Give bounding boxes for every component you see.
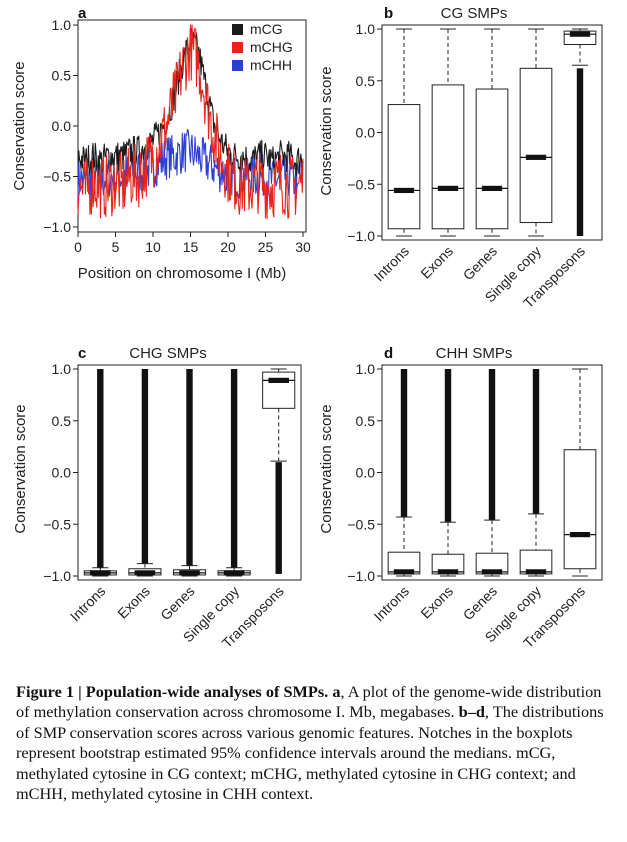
- outlier-band: [532, 369, 540, 514]
- box-body: [431, 84, 465, 230]
- box-genes: Genes: [460, 369, 509, 623]
- panel-a-xlabel: Position on chromosome I (Mb): [78, 265, 286, 282]
- box-body: [563, 449, 597, 570]
- y-tick-label: −1.0: [43, 219, 71, 235]
- y-tick-label: −0.5: [43, 516, 71, 532]
- legend-swatch-mCHH: [232, 60, 243, 71]
- box-introns: Introns: [371, 369, 421, 625]
- x-tick-label: 5: [112, 239, 120, 255]
- figure: a 1.0 0.5 0.0 −0.5 −1.0 0 5 10 15 20 25 30 Conserv…: [11, 5, 603, 651]
- caption-a-text: , A plot of the genome-wide distribution…: [16, 682, 602, 722]
- caption-bd-letters: b–d: [458, 702, 485, 722]
- panel-d-letter: d: [384, 345, 393, 362]
- x-tick-label: 15: [183, 239, 199, 255]
- panel-a-y-axis: 1.0 0.5 0.0 −0.5 −1.0: [43, 17, 78, 235]
- y-tick-label: −1.0: [347, 568, 375, 584]
- panel-a-legend: mCG mCHG mCHH: [232, 21, 293, 73]
- caption-heading: Population-wide analyses of SMPs.: [85, 682, 329, 701]
- y-tick-label: −0.5: [347, 176, 375, 192]
- panel-a-x-axis: 0 5 10 15 20 25 30: [74, 232, 311, 255]
- y-tick-label: 0.0: [52, 465, 72, 481]
- legend-label-mCG: mCG: [250, 21, 283, 37]
- outlier-band: [230, 369, 238, 568]
- x-category-label: Genes: [157, 583, 197, 623]
- y-tick-label: 0.0: [356, 125, 376, 141]
- box-exons: Exons: [417, 369, 465, 622]
- y-tick-label: 0.5: [356, 73, 376, 89]
- x-tick-label: 25: [258, 239, 274, 255]
- x-tick-label: 20: [220, 239, 236, 255]
- y-tick-label: −1.0: [43, 568, 71, 584]
- caption-bd-text: , The distributions of SMP conservation …: [16, 702, 604, 804]
- panel-c: c CHG SMPs Conservation score 1.0 0.5 0.0 −…: [12, 345, 302, 651]
- legend-swatch-mCHG: [232, 42, 243, 53]
- x-category-label: Introns: [371, 243, 413, 285]
- box-genes: Genes: [157, 369, 207, 623]
- x-tick-label: 0: [74, 239, 82, 255]
- y-tick-label: 0.0: [356, 465, 376, 481]
- panel-b: b CG SMPs Conservation score 1.0 0.5 0.0 −0…: [318, 5, 603, 311]
- outlier-band: [186, 369, 193, 566]
- outlier-band: [141, 369, 149, 564]
- outlier-band: [275, 462, 282, 574]
- box-introns: Introns: [371, 28, 421, 285]
- outlier-band: [97, 369, 104, 568]
- series-line-mCHG: [77, 24, 304, 220]
- x-category-label: Introns: [67, 583, 109, 625]
- x-tick-label: 30: [295, 239, 311, 255]
- x-category-label: Exons: [417, 583, 456, 622]
- x-category-label: Genes: [460, 583, 500, 623]
- panel-a-ylabel: Conservation score: [11, 61, 28, 190]
- legend-label-mCHG: mCHG: [250, 39, 293, 55]
- outlier-band: [400, 369, 408, 518]
- box-body: [387, 104, 421, 230]
- outlier-band: [488, 369, 496, 521]
- box-introns: Introns: [67, 369, 117, 624]
- y-tick-label: 1.0: [356, 21, 376, 37]
- panel-c-ylabel: Conservation score: [12, 404, 29, 533]
- y-tick-label: 0.5: [356, 413, 376, 429]
- panel-d: d CHH SMPs Conservation score 1.0 0.5 0.0 −…: [318, 345, 603, 651]
- x-category-label: Introns: [371, 583, 413, 625]
- caption-a-letter: a: [332, 682, 341, 701]
- y-tick-label: 1.0: [356, 361, 376, 377]
- panel-b-ylabel: Conservation score: [318, 66, 335, 195]
- box-exons: Exons: [417, 28, 465, 282]
- box-transposons: Transposons: [219, 368, 296, 651]
- legend-label-mCHH: mCHH: [250, 57, 292, 73]
- figure-caption: Figure 1 | Population-wide analyses of S…: [16, 682, 616, 805]
- y-tick-label: −1.0: [347, 228, 375, 244]
- box-body: [475, 88, 509, 230]
- panel-c-title: CHG SMPs: [129, 345, 207, 362]
- y-tick-label: 0.5: [52, 413, 72, 429]
- box-body: [519, 67, 553, 224]
- panel-a: a 1.0 0.5 0.0 −0.5 −1.0 0 5 10 15 20 25 30 Conserv…: [11, 5, 311, 282]
- y-tick-label: −0.5: [43, 168, 71, 184]
- x-category-label: Exons: [114, 583, 153, 622]
- box-transposons: Transposons: [520, 368, 597, 651]
- caption-separator: |: [78, 682, 82, 701]
- panel-d-title: CHH SMPs: [436, 345, 513, 362]
- x-category-label: Exons: [417, 243, 456, 282]
- box-genes: Genes: [460, 28, 509, 283]
- y-tick-label: 0.0: [52, 118, 72, 134]
- panel-d-ylabel: Conservation score: [318, 404, 335, 533]
- panel-c-letter: c: [78, 345, 86, 362]
- box-body: [262, 371, 296, 409]
- y-tick-label: −0.5: [347, 516, 375, 532]
- panel-b-title: CG SMPs: [441, 5, 508, 22]
- box-exons: Exons: [114, 369, 162, 622]
- y-tick-label: 1.0: [52, 361, 72, 377]
- y-tick-label: 1.0: [52, 17, 72, 33]
- x-category-label: Genes: [460, 243, 500, 283]
- y-tick-label: 0.5: [52, 68, 72, 84]
- legend-swatch-mCG: [232, 24, 243, 35]
- x-tick-label: 10: [145, 239, 161, 255]
- caption-figure-number: Figure 1: [16, 682, 75, 701]
- outlier-band: [576, 68, 584, 236]
- panel-b-letter: b: [384, 5, 393, 22]
- panel-a-letter: a: [78, 5, 87, 22]
- outlier-band: [444, 369, 452, 523]
- panel-a-series: [77, 24, 304, 220]
